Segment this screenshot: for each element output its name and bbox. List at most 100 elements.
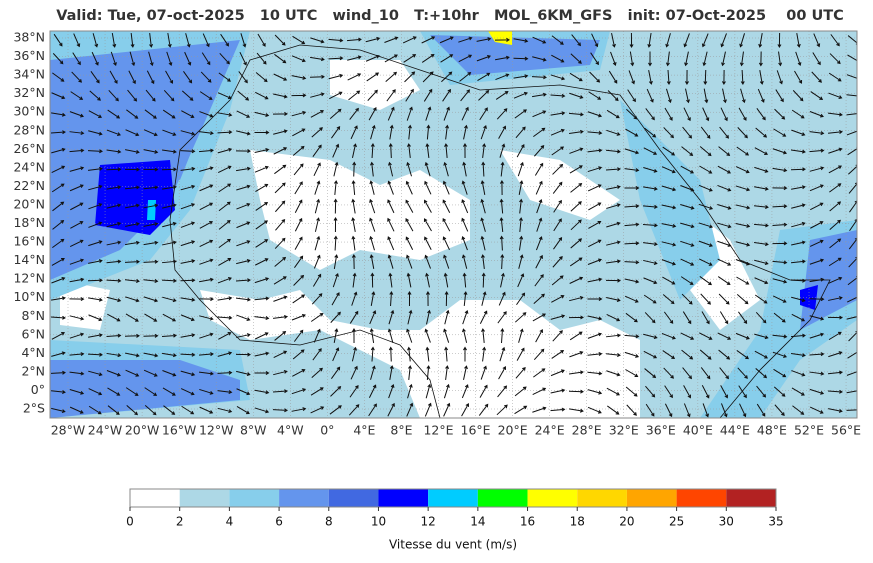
wind-arrow [569,276,584,284]
lat-label: 20°N [13,196,45,211]
wind-arrow [648,51,652,67]
wind-arrow [570,219,582,231]
wind-arrow [551,146,565,156]
wind-arrow [535,329,543,343]
wind-arrow [791,240,806,246]
wind-arrow [180,130,196,136]
wind-arrow [809,332,825,339]
wind-arrow [458,54,473,63]
wind-arrow [720,107,728,122]
wind-arrow [425,272,430,288]
wind-arrow [125,203,140,209]
wind-arrow [624,241,640,246]
wind-arrow [161,333,177,338]
wind-arrow [792,405,805,415]
wind-arrow [790,259,806,264]
wind-arrow [424,328,431,343]
wind-arrow [199,166,214,172]
wind-arrow [347,73,362,81]
wind-arrow [272,408,288,413]
wind-arrow [606,185,621,190]
wind-arrow [69,332,85,339]
wind-arrow [829,53,841,65]
wind-arrow [387,254,394,269]
wind-arrow [106,185,122,190]
wind-arrow [587,166,603,173]
wind-arrow [217,351,233,357]
wind-arrow [627,89,636,103]
wind-arrow [720,33,727,48]
wind-arrow [51,296,66,301]
wind-arrow [550,369,565,377]
wind-arrow [310,387,324,396]
wind-arrow [255,201,269,211]
wind-arrow [180,184,196,191]
wind-arrow [313,328,321,343]
wind-arrow [794,70,803,84]
wind-arrow [273,369,288,376]
wind-arrow [643,350,658,359]
wind-arrow [51,407,66,414]
wind-arrow [443,383,450,399]
wind-arrow [220,33,229,47]
wind-arrow [759,70,764,85]
wind-arrow [106,203,122,209]
wind-arrow [624,168,640,173]
wind-arrow [703,88,709,104]
wind-arrow [740,88,746,104]
wind-arrow [310,37,325,44]
wind-arrow [736,276,750,285]
peak-area [147,200,156,220]
wind-arrow [69,131,85,136]
wind-arrow [735,259,750,266]
wind-arrow [70,221,84,229]
lon-label: 56°E [831,423,861,438]
wind-arrow [809,131,825,136]
wind-arrow [328,38,344,43]
wind-arrow [330,366,341,379]
wind-arrow [70,91,84,100]
wind-arrow [533,348,545,361]
wind-arrow [274,182,286,194]
wind-arrow [370,161,374,177]
lon-label: 36°E [646,423,676,438]
wind-arrow [458,36,473,43]
wind-arrow [236,202,251,210]
wind-arrow [333,328,339,343]
wind-arrow [827,389,843,394]
wind-arrow [809,258,825,265]
wind-arrow [605,278,621,283]
wind-arrow [532,56,547,62]
wind-arrow [461,180,468,195]
wind-arrow [402,36,417,44]
wind-arrow [569,295,584,302]
wind-arrow [533,293,545,305]
wind-arrow [368,107,377,121]
wind-arrow [518,180,524,195]
wind-arrow [735,166,750,174]
wind-arrow [514,386,527,397]
wind-arrow [626,108,638,120]
wind-arrow [463,365,468,380]
wind-arrow [532,110,547,118]
wind-arrow [238,71,248,84]
wind-arrow [198,371,214,376]
wind-arrow [680,276,694,285]
wind-arrow [217,277,232,284]
wind-arrow [828,165,842,174]
wind-arrow [69,406,84,414]
wind-arrow [50,315,66,320]
lon-label: 32°E [609,423,639,438]
lon-label: 4°W [277,423,304,438]
wind-arrow [184,51,192,66]
wind-arrow [809,406,824,414]
wind-arrow [444,291,449,307]
wind-arrow [333,180,338,196]
wind-arrow [828,331,842,341]
wind-arrow [848,237,857,250]
wind-arrow [291,55,306,63]
wind-arrow [386,89,396,102]
wind-arrow [773,312,786,323]
wind-arrow [310,406,325,414]
wind-arrows [50,32,857,418]
